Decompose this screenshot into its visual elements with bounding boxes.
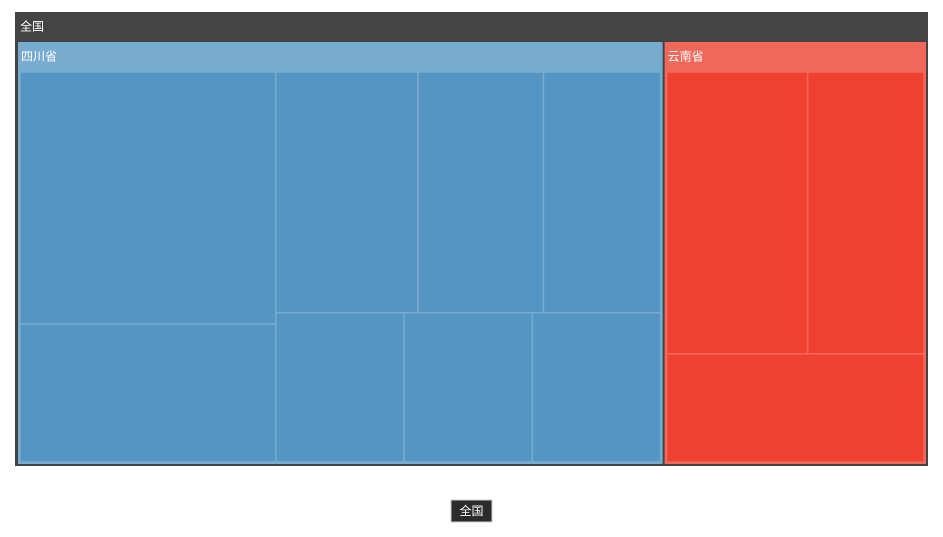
root-label: 全国 [20,19,44,34]
breadcrumb-item[interactable] [450,499,493,523]
breadcrumb-label: 全国 [459,503,483,518]
leaf-node [806,71,925,355]
leaf-node [274,71,419,314]
leaf-node [19,323,277,463]
province-label: 云南省 [668,49,704,64]
province-label: 四川省 [21,50,57,64]
leaf-node [542,71,662,314]
leaf-node [417,71,545,314]
leaf-node [665,71,809,355]
leaf-node [19,71,277,325]
leaf-node [531,312,662,463]
leaf-node [403,312,534,463]
leaf-node [665,353,925,463]
leaf-node [274,312,405,463]
